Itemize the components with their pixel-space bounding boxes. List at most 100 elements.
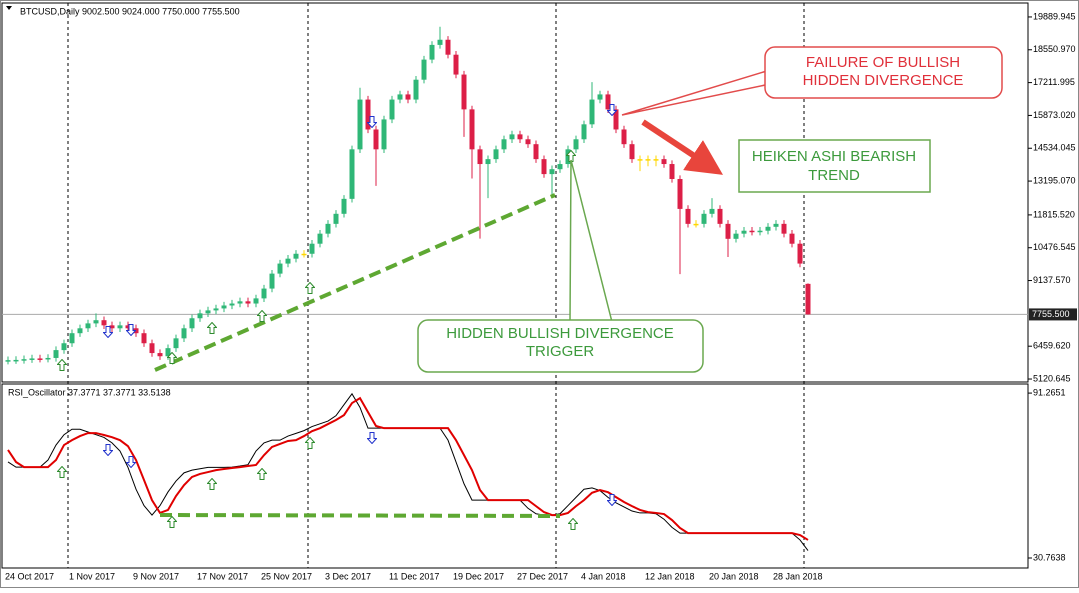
candle-body [5, 360, 11, 362]
annotation-text: FAILURE OF BULLISH [806, 54, 960, 71]
candle-body [725, 223, 731, 239]
candle-body [661, 159, 667, 165]
candle-body [29, 358, 35, 360]
candle-body [573, 139, 579, 150]
candle-body [781, 223, 787, 234]
y-tick-label: 30.7638 [1033, 552, 1066, 562]
candle-body [565, 149, 571, 165]
price-label: 7755.500 [1032, 309, 1070, 319]
annotation-text: TREND [808, 167, 860, 184]
candle-body [149, 343, 155, 354]
candle-body [365, 99, 371, 130]
candle-body [509, 134, 515, 140]
candle-body [765, 226, 771, 231]
candle-body [805, 283, 811, 315]
y-tick-label: 10476.545 [1033, 242, 1076, 252]
candle-body [109, 325, 115, 329]
candle-body [501, 139, 507, 150]
x-tick-label: 25 Nov 2017 [261, 571, 312, 581]
candle-body [621, 129, 627, 145]
candle-body [61, 343, 67, 351]
candle-body [269, 273, 275, 289]
y-tick-label: 19889.945 [1033, 11, 1076, 21]
candle-body [189, 318, 195, 329]
candle-body [213, 308, 219, 311]
candle-body [245, 301, 251, 304]
candle-body [797, 243, 803, 264]
x-tick-label: 17 Nov 2017 [197, 571, 248, 581]
candle-body [773, 223, 779, 227]
candle-body [533, 144, 539, 160]
candle-body [637, 159, 643, 161]
candle-body [461, 74, 467, 110]
x-tick-label: 3 Dec 2017 [325, 571, 371, 581]
y-tick-label: 6459.620 [1033, 341, 1071, 351]
candle-body [165, 348, 171, 357]
bearish-arrow [641, 119, 724, 175]
candle-body [309, 243, 315, 254]
candle-body [605, 94, 611, 110]
candle-body [125, 325, 131, 329]
y-tick-label: 91.2651 [1033, 387, 1066, 397]
x-tick-label: 9 Nov 2017 [133, 571, 179, 581]
candle-body [685, 208, 691, 224]
candle-body [429, 44, 435, 60]
y-tick-label: 14534.045 [1033, 143, 1076, 153]
callout-box [764, 46, 1003, 99]
candle-body [445, 39, 451, 55]
price-panel [1, 2, 1029, 383]
y-tick-label: 9137.570 [1033, 275, 1071, 285]
price-trendline [154, 193, 556, 372]
x-tick-label: 28 Jan 2018 [773, 571, 823, 581]
candle-body [301, 253, 307, 256]
candle-body [581, 124, 587, 140]
x-tick-label: 24 Oct 2017 [5, 571, 54, 581]
candle-body [517, 134, 523, 140]
rsi-header: RSI_Oscillator 37.3771 37.3771 33.5138 [8, 387, 171, 397]
x-tick-label: 19 Dec 2017 [453, 571, 504, 581]
candle-body [237, 301, 243, 304]
candle-body [645, 159, 651, 161]
candle-body [669, 164, 675, 179]
candle-body [205, 310, 211, 314]
candle-body [285, 258, 291, 264]
candle-body [197, 313, 203, 319]
candle-body [613, 109, 619, 130]
candle-body [77, 328, 83, 334]
candle-body [733, 233, 739, 239]
x-tick-label: 11 Dec 2017 [389, 571, 439, 581]
candle-body [157, 353, 163, 357]
candle-body [85, 323, 91, 329]
y-tick-label: 15873.020 [1033, 110, 1076, 120]
candle-body [93, 320, 99, 324]
rsi-line [7, 396, 809, 541]
candle-body [677, 178, 683, 209]
candle-body [741, 230, 747, 234]
callout-box [738, 139, 931, 193]
candle-body [133, 328, 139, 334]
candle-body [221, 305, 227, 309]
x-tick-label: 20 Jan 2018 [709, 571, 759, 581]
x-tick-label: 27 Dec 2017 [517, 571, 568, 581]
rsi-panel [1, 383, 1029, 569]
candle-body [261, 288, 267, 299]
candle-body [589, 99, 595, 125]
candle-body [277, 263, 283, 274]
candle-body [389, 99, 395, 120]
candle-body [173, 338, 179, 349]
candle-body [557, 164, 563, 170]
annotation-trend: HEIKEN ASHI BEARISH TREND [738, 139, 931, 193]
annotation-failure: FAILURE OF BULLISH HIDDEN DIVERGENCE [621, 46, 1003, 116]
trendlines [154, 193, 561, 518]
callout-box [417, 319, 704, 373]
candle-body [413, 79, 419, 100]
candle-body [357, 99, 363, 150]
annotation-text: TRIGGER [526, 343, 595, 360]
candle-body [717, 208, 723, 224]
candle-body [437, 39, 443, 45]
candle-body [141, 333, 147, 344]
x-tick-label: 4 Jan 2018 [581, 571, 626, 581]
candle-body [693, 223, 699, 226]
candle-body [349, 149, 355, 199]
